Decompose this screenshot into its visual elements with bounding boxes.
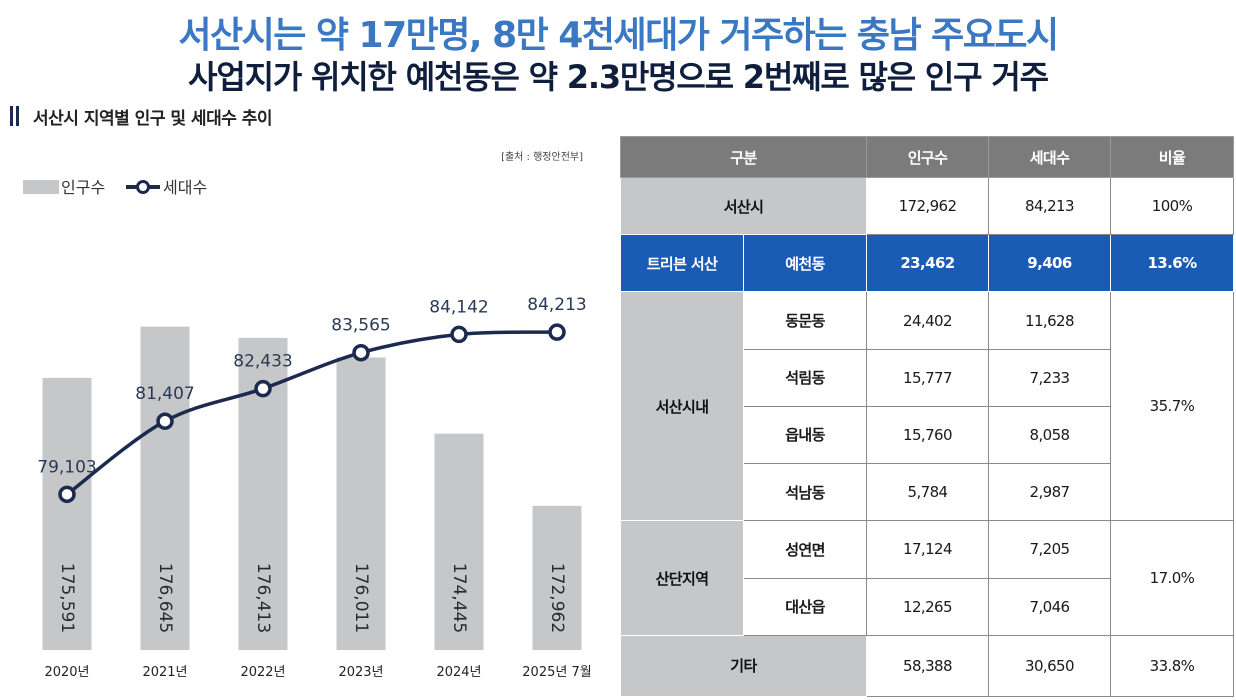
row-label: 읍내동 xyxy=(743,405,867,465)
x-tick-label: 2023년 xyxy=(338,665,383,680)
legend-bar-swatch xyxy=(23,180,59,194)
legend-line-label: 세대수 xyxy=(163,178,207,197)
cell-population: 172,962 xyxy=(866,176,989,236)
cell-households: 7,233 xyxy=(988,348,1111,407)
households-value-label: 84,213 xyxy=(527,295,586,315)
cell-ratio: 17.0% xyxy=(1110,520,1234,636)
bar-value-label: 176,413 xyxy=(253,563,273,633)
cell-households: 9,406 xyxy=(988,234,1111,293)
table-row-seosan: 서산시 172,962 84,213 100% xyxy=(620,176,1234,236)
table-row-highlight: 트리븐 서산 예천동 23,462 9,406 13.6% xyxy=(620,234,1234,293)
households-value-label: 79,103 xyxy=(37,457,96,477)
cell-ratio: 33.8% xyxy=(1110,634,1234,698)
households-point xyxy=(352,343,370,362)
households-value-label: 84,142 xyxy=(429,297,488,317)
cell-population: 23,462 xyxy=(866,234,989,293)
population-table: 구분 인구수 세대수 비율 서산시 172,962 84,213 100% 트리… xyxy=(620,136,1234,698)
row-label: 성연면 xyxy=(743,520,867,579)
bar-population xyxy=(434,433,484,650)
households-value-label: 83,565 xyxy=(331,316,390,336)
cell-households: 11,628 xyxy=(988,291,1111,350)
households-point xyxy=(450,325,468,344)
cell-population: 15,760 xyxy=(866,405,989,465)
bar-population xyxy=(532,505,582,650)
bar-value-label: 176,645 xyxy=(155,563,175,633)
row-group-label: 트리븐 서산 xyxy=(620,234,744,293)
households-point xyxy=(58,485,76,504)
bar-value-label: 175,591 xyxy=(57,563,77,633)
table-row-other: 기타 58,388 30,650 33.8% xyxy=(620,634,1234,698)
section-title: 서산시 지역별 인구 및 세대수 추이 xyxy=(33,108,273,129)
households-value-label: 81,407 xyxy=(135,384,194,404)
cell-ratio: 100% xyxy=(1110,176,1234,236)
table-row: 석남동 5,784 2,987 xyxy=(621,463,1234,522)
header-ratio: 비율 xyxy=(1110,136,1234,178)
cell-households: 2,987 xyxy=(988,463,1111,522)
x-tick-label: 2022년 xyxy=(240,665,285,680)
headline-primary: 서산시는 약 17만명, 8만 4천세대가 거주하는 충남 주요도시 xyxy=(178,15,1059,56)
table-row: 서산시내 동문동 24,402 11,628 35.7% xyxy=(620,291,1234,522)
headline-secondary: 사업지가 위치한 예천동은 약 2.3만명으로 2번째로 많은 인구 거주 xyxy=(188,58,1049,96)
x-tick-label: 2024년 xyxy=(436,665,481,680)
row-label: 기타 xyxy=(620,634,867,698)
header-category: 구분 xyxy=(620,136,867,178)
cell-ratio: 35.7% xyxy=(1110,291,1234,522)
cell-population: 58,388 xyxy=(866,634,989,698)
cell-households: 30,650 xyxy=(988,634,1111,698)
source-note: [출처 : 행정안전부] xyxy=(501,151,583,163)
cell-ratio: 13.6% xyxy=(1110,234,1234,293)
x-tick-label: 2020년 xyxy=(44,665,89,680)
legend-bar-label: 인구수 xyxy=(61,178,105,197)
bar-population xyxy=(336,357,386,650)
row-group-label: 산단지역 xyxy=(620,520,744,636)
chart-legend: 인구수 세대수 xyxy=(23,178,207,197)
row-label: 석림동 xyxy=(743,348,867,407)
cell-households: 8,058 xyxy=(988,405,1111,465)
legend-line-marker xyxy=(136,180,150,194)
section-header: 서산시 지역별 인구 및 세대수 추이 xyxy=(10,104,273,129)
table-row: 석림동 15,777 7,233 xyxy=(621,348,1234,407)
table-row: 산단지역 성연면 17,124 7,205 17.0% xyxy=(620,520,1234,636)
x-tick-label: 2025년 7월 xyxy=(522,665,591,680)
households-point xyxy=(254,379,272,398)
cell-households: 7,205 xyxy=(988,520,1111,579)
cell-population: 15,777 xyxy=(866,348,989,407)
households-point xyxy=(156,412,174,430)
row-group-label: 서산시내 xyxy=(620,291,744,522)
row-label: 대산읍 xyxy=(743,577,867,636)
cell-households: 7,046 xyxy=(988,577,1111,636)
bar-population xyxy=(140,326,190,650)
table-header-row: 구분 인구수 세대수 비율 xyxy=(620,136,1234,178)
cell-households: 84,213 xyxy=(988,176,1111,236)
cell-population: 24,402 xyxy=(866,291,989,350)
x-tick-label: 2021년 xyxy=(142,665,187,680)
households-point xyxy=(548,323,566,341)
bar-value-label: 172,962 xyxy=(547,563,567,633)
households-value-label: 82,433 xyxy=(233,352,292,372)
cell-population: 5,784 xyxy=(866,463,989,522)
cell-population: 17,124 xyxy=(866,520,989,579)
header-population: 인구수 xyxy=(866,136,989,178)
bar-population xyxy=(42,377,92,650)
population-chart: [출처 : 행정안전부] 인구수 세대수 175,591 176,645 176,4… xyxy=(23,151,592,680)
row-label: 예천동 xyxy=(743,234,867,293)
bar-value-label: 176,011 xyxy=(351,563,371,633)
cell-population: 12,265 xyxy=(866,577,989,636)
row-label: 동문동 xyxy=(743,291,867,350)
table-row: 대산읍 12,265 7,046 xyxy=(621,577,1234,636)
row-label: 서산시 xyxy=(620,176,867,236)
bar-value-label: 174,445 xyxy=(449,563,469,633)
table-row: 읍내동 15,760 8,058 xyxy=(621,405,1234,465)
header-households: 세대수 xyxy=(988,136,1111,178)
row-label: 석남동 xyxy=(743,463,867,522)
section-marker-icon xyxy=(10,106,19,126)
